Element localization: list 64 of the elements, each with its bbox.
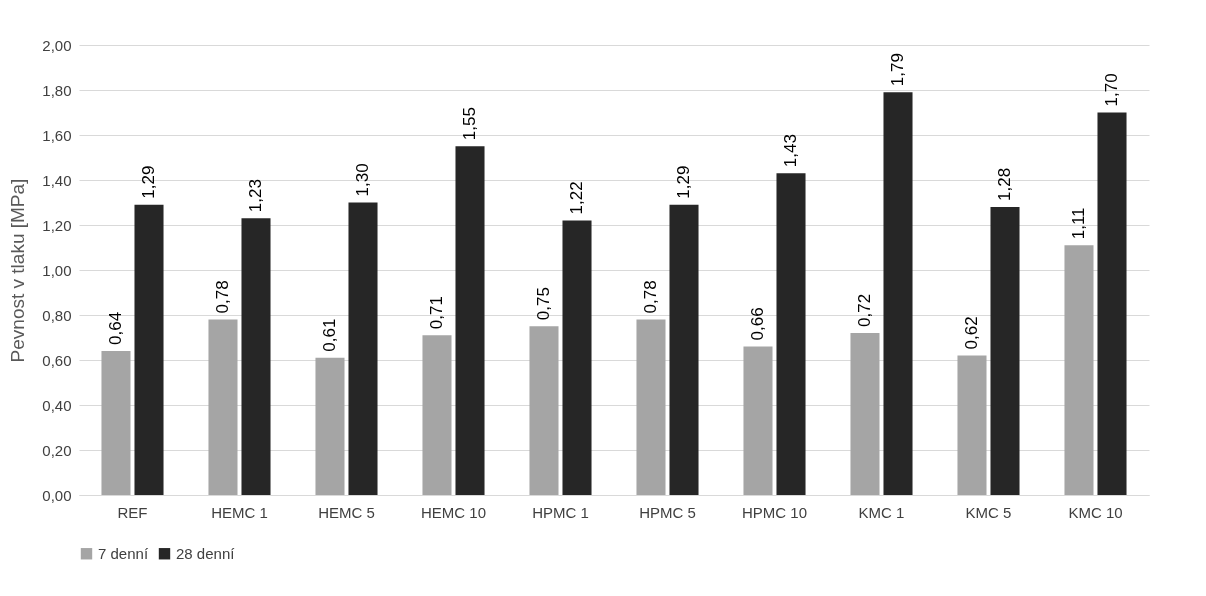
legend-label: 7 denní: [98, 544, 149, 562]
bar: [455, 146, 485, 495]
data-label: 0,71: [426, 296, 446, 330]
bar: [241, 218, 271, 495]
bar: [562, 220, 592, 495]
bar: [348, 202, 378, 495]
data-label: 1,29: [674, 165, 694, 199]
bar: [776, 173, 806, 495]
bar: [636, 319, 666, 495]
data-label: 0,61: [319, 318, 339, 352]
bar: [134, 204, 164, 495]
data-label: 1,22: [567, 181, 587, 215]
y-tick-label: 2,00: [42, 36, 72, 54]
y-tick-label: 0,40: [42, 396, 72, 414]
data-label: 1,55: [460, 107, 480, 141]
y-tick-label: 1,60: [42, 126, 72, 144]
x-tick-label: HEMC 5: [318, 503, 375, 521]
x-tick-label: KMC 10: [1068, 503, 1123, 521]
bar: [315, 357, 345, 495]
data-label: 1,23: [246, 179, 266, 213]
data-label: 0,64: [105, 311, 125, 345]
data-label: 0,78: [640, 280, 660, 314]
bar: [208, 319, 238, 495]
bar: [1097, 112, 1127, 495]
bar: [101, 351, 131, 495]
x-tick-label: HPMC 5: [639, 503, 696, 521]
data-label: 1,70: [1102, 73, 1122, 107]
x-tick-label: REF: [117, 503, 148, 521]
x-tick-label: HEMC 10: [420, 503, 487, 521]
data-label: 0,78: [212, 280, 232, 314]
x-tick-label: KMC 1: [858, 503, 905, 521]
y-tick-label: 0,20: [42, 441, 72, 459]
x-tick-label: KMC 5: [965, 503, 1012, 521]
data-label: 0,72: [854, 293, 874, 327]
data-label: 1,30: [353, 163, 373, 197]
legend-label: 28 denní: [176, 544, 236, 562]
data-label: 1,79: [888, 53, 908, 87]
y-tick-label: 1,80: [42, 81, 72, 99]
bar: [850, 333, 880, 495]
bar: [883, 92, 913, 495]
y-tick-label: 0,60: [42, 351, 72, 369]
y-axis-title: Pevnost v tlaku [MPa]: [7, 178, 29, 363]
data-label: 1,28: [995, 167, 1015, 201]
bar: [669, 204, 699, 495]
bar: [957, 355, 987, 495]
bar: [529, 326, 559, 495]
data-label: 1,11: [1068, 207, 1088, 240]
y-tick-label: 1,20: [42, 216, 72, 234]
bar: [1064, 245, 1094, 495]
y-tick-label: 0,00: [42, 486, 72, 504]
x-tick-label: HEMC 1: [211, 503, 268, 521]
x-tick-label: HPMC 10: [741, 503, 808, 521]
bar: [422, 335, 452, 495]
data-label: 0,62: [961, 316, 981, 350]
data-label: 1,29: [139, 165, 159, 199]
y-tick-label: 1,40: [42, 171, 72, 189]
data-label: 0,66: [747, 307, 767, 341]
x-tick-label: HPMC 1: [532, 503, 589, 521]
bar: [990, 207, 1020, 495]
y-tick-label: 1,00: [42, 261, 72, 279]
data-label: 0,75: [533, 287, 553, 321]
bar: [743, 346, 773, 495]
y-tick-label: 0,80: [42, 306, 72, 324]
data-label: 1,43: [781, 134, 801, 168]
